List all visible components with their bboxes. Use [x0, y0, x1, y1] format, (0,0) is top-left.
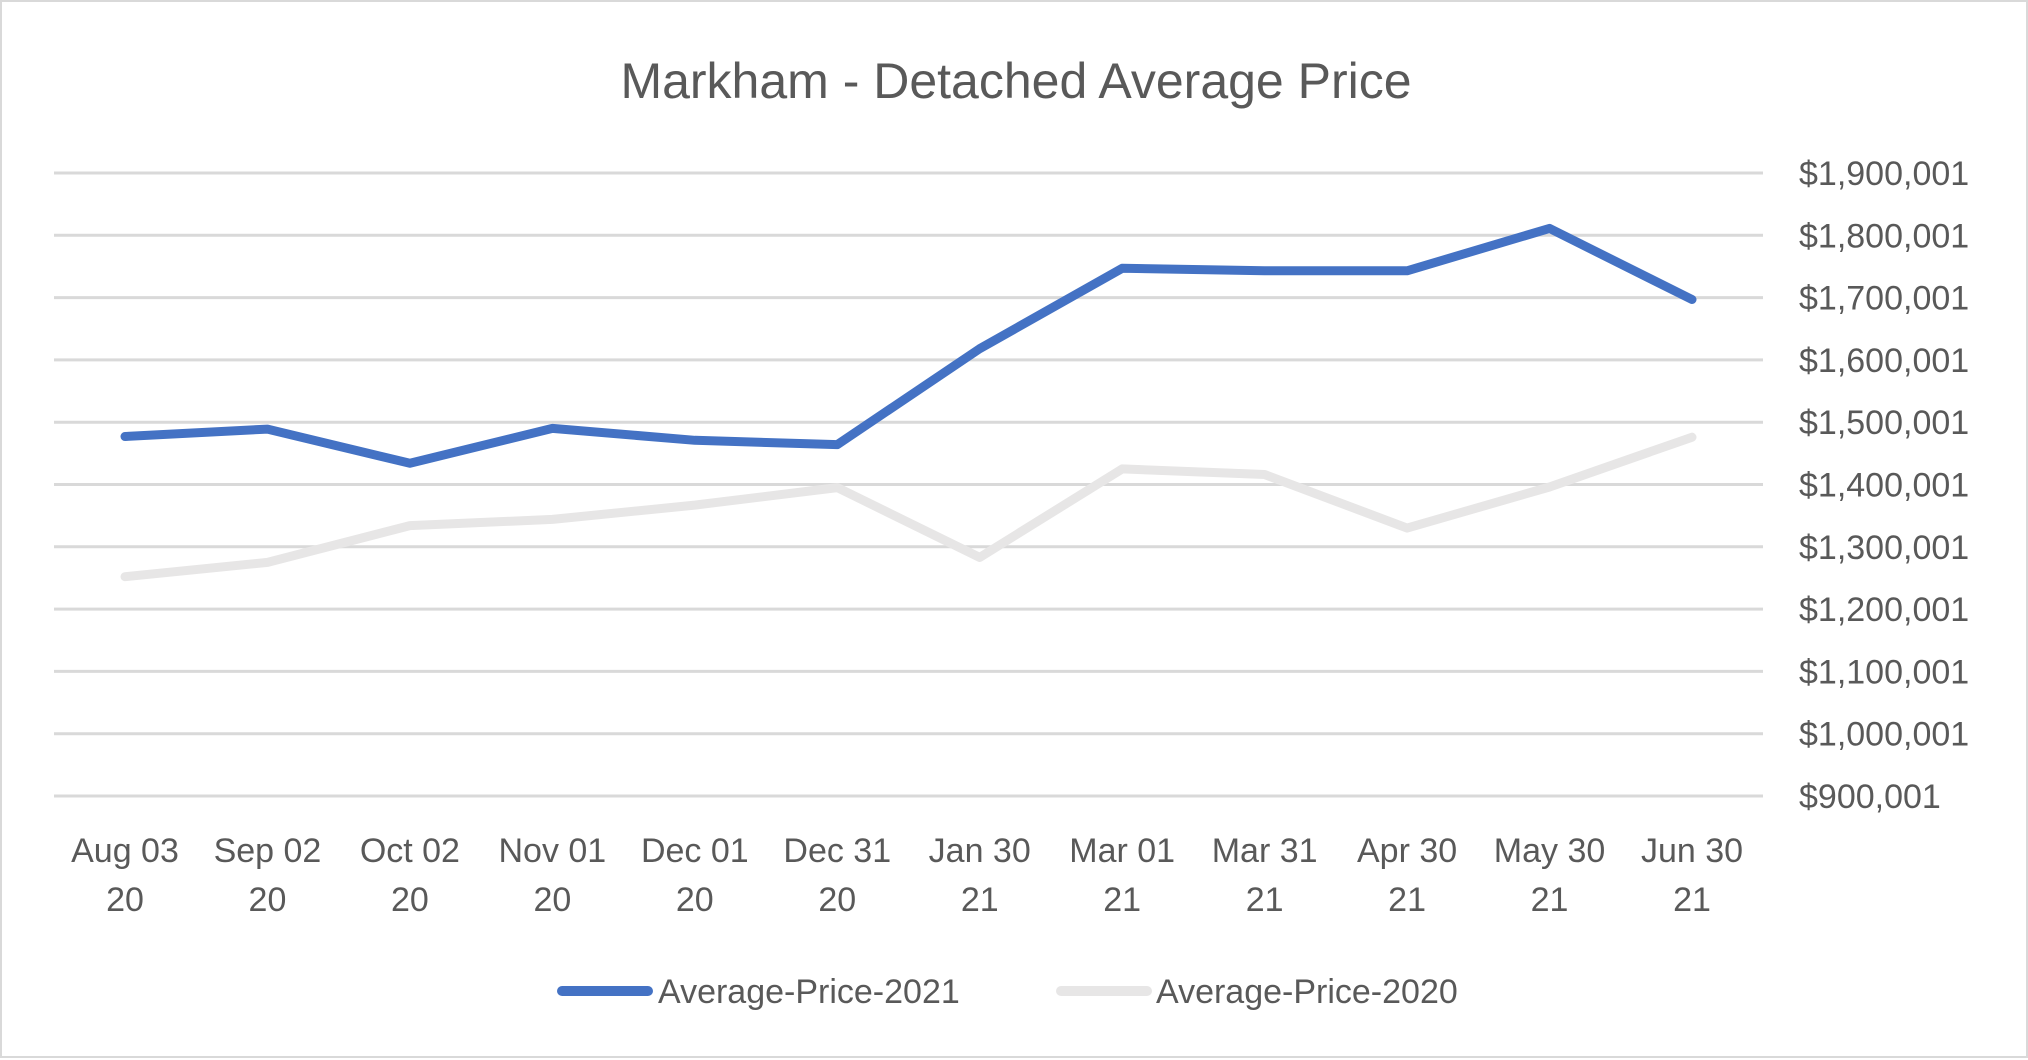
y-tick-label: $1,200,001 [1799, 591, 1969, 629]
y-axis-tick-labels: $900,001 $1,000,001 $1,100,001 $1,200,001 $1… [1799, 155, 1969, 816]
x-tick-label: Sep 02 [214, 832, 322, 870]
x-axis-tick-labels: Aug 03 20 Sep 02 20 Oct 02 20 Nov 01 20 Dec 01 20… [71, 832, 1743, 919]
series-lines [125, 228, 1692, 576]
x-tick-label-year: 20 [391, 881, 429, 919]
legend: Average-Price-2021 Average-Price-2020 [562, 973, 1458, 1011]
x-tick-label: Jan 30 [929, 832, 1031, 870]
x-tick-label: Nov 01 [498, 832, 606, 870]
x-tick-label-year: 21 [1103, 881, 1141, 919]
y-tick-label: $1,800,001 [1799, 217, 1969, 255]
y-tick-label: $1,700,001 [1799, 280, 1969, 318]
x-tick-label-year: 21 [1246, 881, 1284, 919]
y-tick-label: $1,100,001 [1799, 653, 1969, 691]
legend-label-2020: Average-Price-2020 [1156, 973, 1458, 1011]
y-tick-label: $1,300,001 [1799, 529, 1969, 567]
y-tick-label: $900,001 [1799, 778, 1941, 816]
x-tick-label-year: 20 [106, 881, 144, 919]
series-line-average-price-2021 [125, 228, 1692, 463]
x-tick-label-year: 20 [676, 881, 714, 919]
x-tick-label: Jun 30 [1641, 832, 1743, 870]
x-tick-label: Mar 01 [1069, 832, 1175, 870]
x-tick-label-year: 21 [961, 881, 999, 919]
x-tick-label: Aug 03 [71, 832, 179, 870]
x-tick-label: May 30 [1494, 832, 1606, 870]
x-tick-label-year: 21 [1531, 881, 1569, 919]
x-tick-label: Dec 01 [641, 832, 749, 870]
chart-title: Markham - Detached Average Price [620, 53, 1411, 109]
x-tick-label-year: 21 [1388, 881, 1426, 919]
gridlines [54, 173, 1763, 796]
legend-label-2021: Average-Price-2021 [658, 973, 960, 1011]
y-tick-label: $1,000,001 [1799, 716, 1969, 754]
y-tick-label: $1,400,001 [1799, 467, 1969, 505]
x-tick-label: Oct 02 [360, 832, 460, 870]
x-tick-label: Dec 31 [783, 832, 891, 870]
series-line-average-price-2020 [125, 437, 1692, 577]
x-tick-label-year: 20 [818, 881, 856, 919]
x-tick-label-year: 20 [249, 881, 287, 919]
x-tick-label-year: 21 [1673, 881, 1711, 919]
y-tick-label: $1,600,001 [1799, 342, 1969, 380]
y-tick-label: $1,900,001 [1799, 155, 1969, 193]
x-tick-label: Apr 30 [1357, 832, 1457, 870]
x-tick-label: Mar 31 [1212, 832, 1318, 870]
x-tick-label-year: 20 [533, 881, 571, 919]
y-tick-label: $1,500,001 [1799, 404, 1969, 442]
